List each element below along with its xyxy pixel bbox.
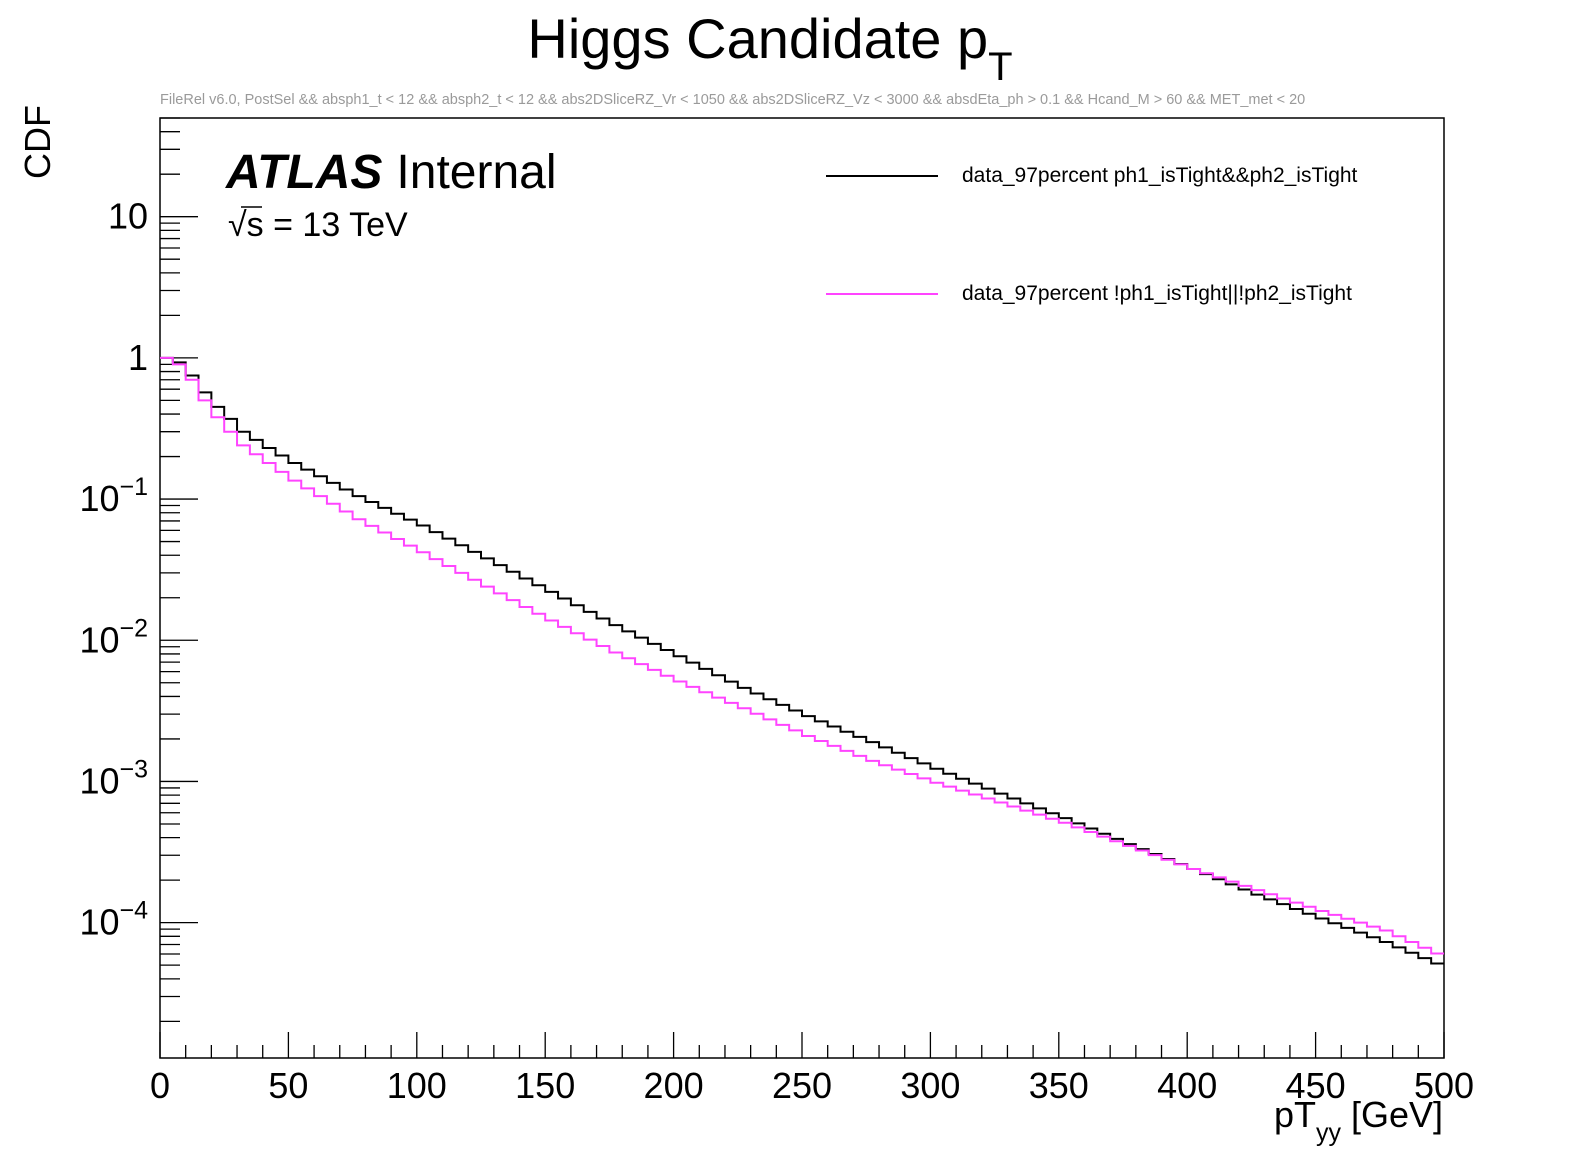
chart-subtitle: FileRel v6.0, PostSel && absph1_t < 12 &…	[160, 92, 1305, 108]
atlas-label-status: Internal	[396, 146, 556, 199]
x-axis-label: pTyy [GeV]	[1274, 1094, 1443, 1147]
y-tick-label: 10−1	[79, 473, 148, 519]
y-axis: 10−4 10−3 10−2 10−1 1 10	[79, 117, 198, 1022]
x-tick-label: 50	[268, 1065, 308, 1106]
y-tick-label: 10−2	[79, 614, 148, 660]
y-axis-label: CDF	[17, 105, 58, 179]
atlas-label-bold: ATLAS	[225, 146, 382, 199]
chart-title: Higgs Candidate pT	[527, 7, 1012, 89]
legend-label-1: data_97percent !ph1_isTight||!ph2_isTigh…	[962, 282, 1352, 305]
chart-title-main: Higgs Candidate p	[527, 7, 988, 70]
chart-title-subscript: T	[988, 45, 1012, 89]
x-tick-label: 450	[1286, 1065, 1346, 1106]
legend: data_97percent ph1_isTight&&ph2_isTight …	[826, 164, 1358, 305]
energy-label: √s = 13 TeV	[228, 206, 408, 244]
energy-label-text: s = 13 TeV	[247, 206, 408, 244]
sqrt-symbol: √	[228, 206, 247, 244]
x-tick-label: 200	[644, 1065, 704, 1106]
x-tick-label: 300	[900, 1065, 960, 1106]
x-axis-label-unit: [GeV]	[1341, 1094, 1443, 1135]
atlas-label: ATLAS Internal	[225, 146, 557, 199]
x-tick-label: 250	[772, 1065, 832, 1106]
y-tick-label: 10−3	[79, 755, 148, 801]
y-tick-label: 10	[108, 196, 148, 237]
legend-label-0: data_97percent ph1_isTight&&ph2_isTight	[962, 164, 1358, 187]
series-layer	[160, 356, 1444, 965]
x-tick-label: 150	[515, 1065, 575, 1106]
x-axis-label-main: pT	[1274, 1094, 1316, 1135]
x-tick-label: 400	[1157, 1065, 1217, 1106]
plot-frame	[159, 117, 1445, 1059]
x-axis: 0 50 100 150 200 250 300 350 400 450 500	[150, 1032, 1474, 1106]
y-tick-label: 10−4	[79, 897, 148, 943]
x-tick-label: 100	[387, 1065, 447, 1106]
series-line-0	[160, 356, 1444, 965]
y-tick-label: 1	[128, 337, 148, 378]
x-axis-label-subscript: yy	[1316, 1119, 1342, 1147]
series-line-1	[160, 356, 1444, 955]
x-tick-label: 500	[1414, 1065, 1474, 1106]
x-tick-label: 350	[1029, 1065, 1089, 1106]
x-tick-label: 0	[150, 1065, 170, 1106]
